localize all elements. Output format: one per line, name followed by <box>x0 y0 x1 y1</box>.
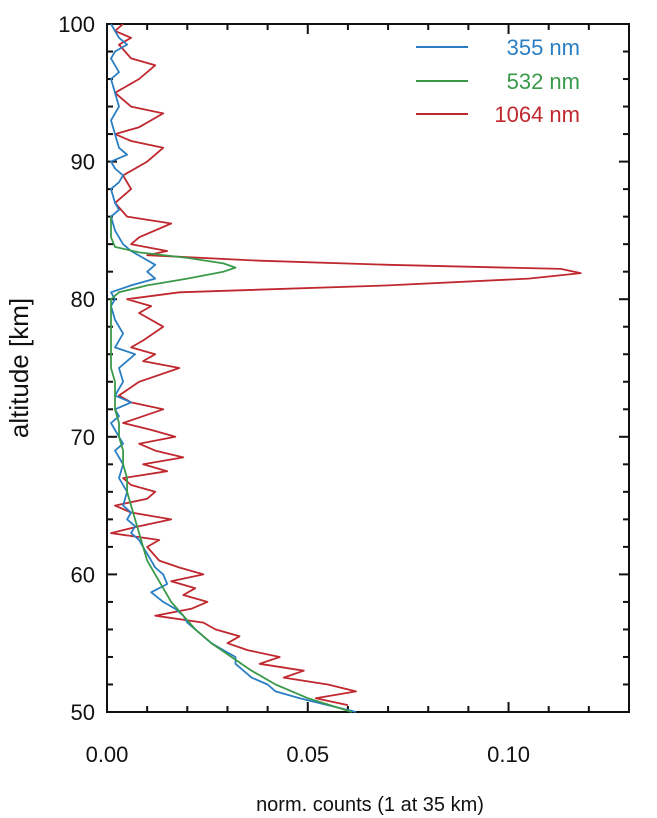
y-tick-label: 60 <box>71 562 95 587</box>
x-tick-label: 0.10 <box>487 742 530 767</box>
x-axis: 0.00 0.05 0.10 <box>86 24 630 767</box>
legend-label-355-nm: 355 nm <box>507 35 580 60</box>
series-line-355-nm <box>110 23 357 713</box>
series-line-532-nm <box>110 216 353 713</box>
plot-frame <box>106 23 630 713</box>
y-tick-label: 80 <box>71 287 95 312</box>
legend-label-1064-nm: 1064 nm <box>494 102 580 127</box>
x-tick-label: 0.00 <box>86 742 129 767</box>
y-axis-title: altitude [km] <box>4 298 34 438</box>
y-tick-label: 90 <box>71 150 95 175</box>
y-tick-label: 100 <box>58 12 95 37</box>
y-tick-label: 50 <box>71 700 95 725</box>
series-layer <box>110 23 582 713</box>
y-tick-label: 70 <box>71 425 95 450</box>
legend: 355 nm 532 nm 1064 nm <box>416 35 580 127</box>
x-axis-title: norm. counts (1 at 35 km) <box>256 794 484 816</box>
series-line-1064-nm <box>110 23 582 706</box>
legend-label-532-nm: 532 nm <box>507 69 580 94</box>
x-tick-label: 0.05 <box>286 742 329 767</box>
